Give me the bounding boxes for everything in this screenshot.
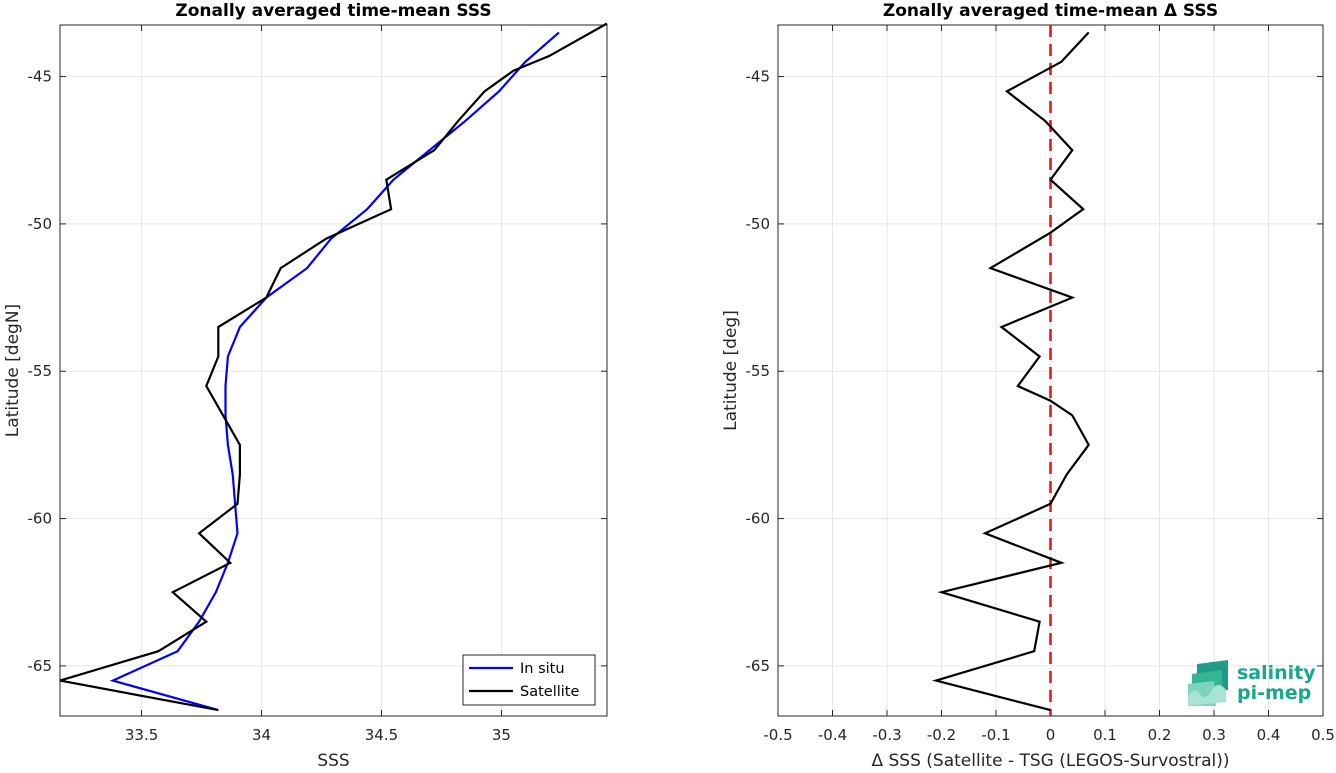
- x-axis-label: SSS: [317, 751, 349, 769]
- y-tick-label: -55: [28, 362, 53, 380]
- axes-box: [59, 24, 608, 717]
- y-tick-label: -55: [746, 362, 771, 380]
- y-tick-label: -50: [746, 215, 771, 233]
- x-tick-label: -0.4: [818, 726, 847, 744]
- series-line-in-situ: [109, 31, 560, 712]
- x-tick-label: 34: [252, 726, 271, 744]
- y-tick-label: -45: [746, 68, 771, 86]
- plot-area: [60, 25, 607, 716]
- delta-sss-panel: -0.5 -0.4 -0.3 -0.2 -0.1 0 0.1 0.2 0.3 0.4 0.5 -45 -…: [721, 1, 1335, 771]
- x-tick-label: -0.5: [763, 726, 792, 744]
- x-tick-label: 0.3: [1202, 726, 1226, 744]
- logo-text-salinity: salinity: [1237, 662, 1316, 684]
- x-tick-label: -0.3: [872, 726, 901, 744]
- x-tick-label: 33.5: [125, 726, 158, 744]
- x-axis-label: Δ SSS (Satellite - TSG (LEGOS-Survostral…: [871, 751, 1229, 769]
- sss-panel: 33.5 34 34.5 35 -45 -50 -55 -60 -65 Zonally avera…: [3, 1, 608, 771]
- x-tick-label: 0.1: [1093, 726, 1117, 744]
- y-axis-label: Latitude [deg]: [721, 310, 741, 431]
- x-tick-label: 0: [1046, 726, 1056, 744]
- y-tick-label: -45: [28, 68, 53, 86]
- x-tick-label: -0.2: [927, 726, 956, 744]
- y-tick-label: -65: [28, 657, 53, 675]
- series-line-delta-sss: [931, 31, 1091, 712]
- y-tick-label: -60: [746, 510, 771, 528]
- x-tick-label: 0.5: [1311, 726, 1335, 744]
- y-tick-label: -60: [28, 510, 53, 528]
- y-axis-label: Latitude [degN]: [3, 304, 23, 437]
- x-tick-label: 34.5: [365, 726, 398, 744]
- series-line-satellite: [59, 22, 608, 712]
- legend-entry: Satellite: [520, 684, 579, 700]
- x-tick-label: 0.4: [1257, 726, 1281, 744]
- legend-box: [462, 654, 596, 706]
- x-tick-label: -0.1: [981, 726, 1010, 744]
- logo-text-pi-mep: pi-mep: [1237, 682, 1311, 704]
- legend-entry: In situ: [520, 661, 565, 677]
- y-tick-label: -65: [746, 657, 771, 675]
- x-tick-label: 35: [492, 726, 511, 744]
- x-tick-label: 0.2: [1148, 726, 1172, 744]
- chart-title: Zonally averaged time-mean SSS: [175, 1, 491, 21]
- y-tick-label: -50: [28, 215, 53, 233]
- legend: In situ Satellite: [462, 654, 596, 706]
- salinity-logo-icon: [1188, 660, 1228, 706]
- chart-title: Zonally averaged time-mean Δ SSS: [883, 1, 1218, 21]
- salinity-pi-mep-logo: salinity pi-mep: [1188, 660, 1316, 706]
